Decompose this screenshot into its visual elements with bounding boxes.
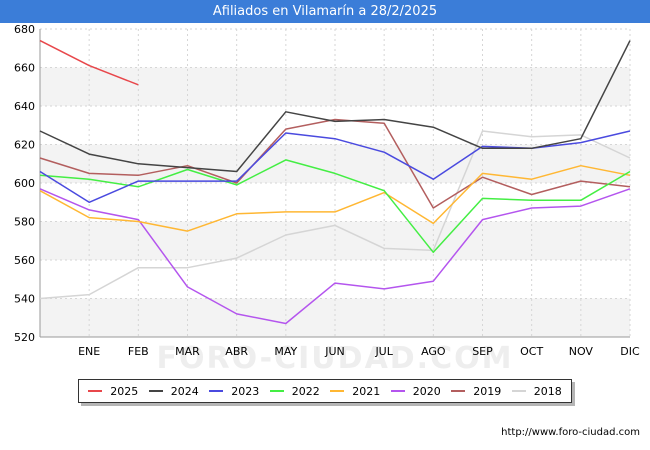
legend-item-2018: 2018 <box>511 384 562 398</box>
legend-label: 2018 <box>533 384 562 398</box>
legend-swatch <box>148 390 163 392</box>
series-line-2019 <box>39 118 631 209</box>
x-tick-label: ENE <box>78 345 100 358</box>
legend-swatch <box>88 390 103 392</box>
legend-item-2023: 2023 <box>209 385 259 398</box>
x-tick-label: SEP <box>472 345 493 358</box>
x-tick-label: FEB <box>128 345 149 358</box>
legend-item-2019: 2019 <box>451 385 501 398</box>
legend-label: 2023 <box>231 384 260 398</box>
y-tick-label: 520 <box>14 331 35 344</box>
y-tick-label: 640 <box>14 100 35 113</box>
legend-label: 2024 <box>170 384 199 398</box>
x-tick-label: ABR <box>225 345 248 358</box>
y-tick-label: 600 <box>14 177 35 190</box>
y-tick-label: 680 <box>14 23 35 36</box>
series-line-2018 <box>39 130 631 300</box>
legend-label: 2025 <box>110 384 139 398</box>
x-tick-label: OCT <box>520 345 543 358</box>
legend-item-2024: 2024 <box>148 384 199 398</box>
legend-swatch <box>451 390 466 392</box>
legend-item-2025: 2025 <box>88 385 138 398</box>
x-tick-label: DIC <box>620 345 640 358</box>
y-tick-label: 560 <box>14 254 35 267</box>
legend-item-2020: 2020 <box>390 384 441 398</box>
series-line-2024 <box>39 40 631 173</box>
legend-item-2022: 2022 <box>269 384 320 398</box>
x-tick-label: MAY <box>274 345 297 358</box>
series-line-2025 <box>39 39 139 86</box>
y-tick-label: 620 <box>14 139 35 152</box>
legend-swatch <box>330 390 345 392</box>
x-tick-label: NOV <box>569 345 594 358</box>
series-line-2022 <box>39 159 631 254</box>
x-tick-label: JUL <box>374 345 393 358</box>
legend-swatch <box>209 390 224 392</box>
chart-title: Afiliados en Vilamarín a 28/2/2025 <box>0 0 650 23</box>
source-url: http://www.foro-ciudad.com <box>501 427 640 438</box>
x-tick-label: MAR <box>175 345 200 358</box>
legend-item-2021: 2021 <box>330 385 380 398</box>
y-tick-label: 580 <box>14 216 35 229</box>
series-line-2021 <box>39 164 631 232</box>
x-tick-label: AGO <box>421 345 446 358</box>
series-line-2020 <box>39 188 631 325</box>
watermark: FORO-CIUDAD.COM <box>157 341 514 376</box>
y-tick-label: 660 <box>14 62 35 75</box>
legend-label: 2019 <box>473 384 502 398</box>
x-tick-label: JUN <box>324 345 345 358</box>
legend-swatch <box>511 390 526 392</box>
legend-label: 2020 <box>412 384 441 398</box>
legend-swatch <box>390 390 405 392</box>
chart-legend: 2025 2024 2023 2022 2021 2020 2019 2018 <box>78 379 572 403</box>
legend-swatch <box>269 390 284 392</box>
legend-label: 2021 <box>352 384 381 398</box>
y-tick-label: 540 <box>14 293 35 306</box>
legend-label: 2022 <box>291 384 320 398</box>
